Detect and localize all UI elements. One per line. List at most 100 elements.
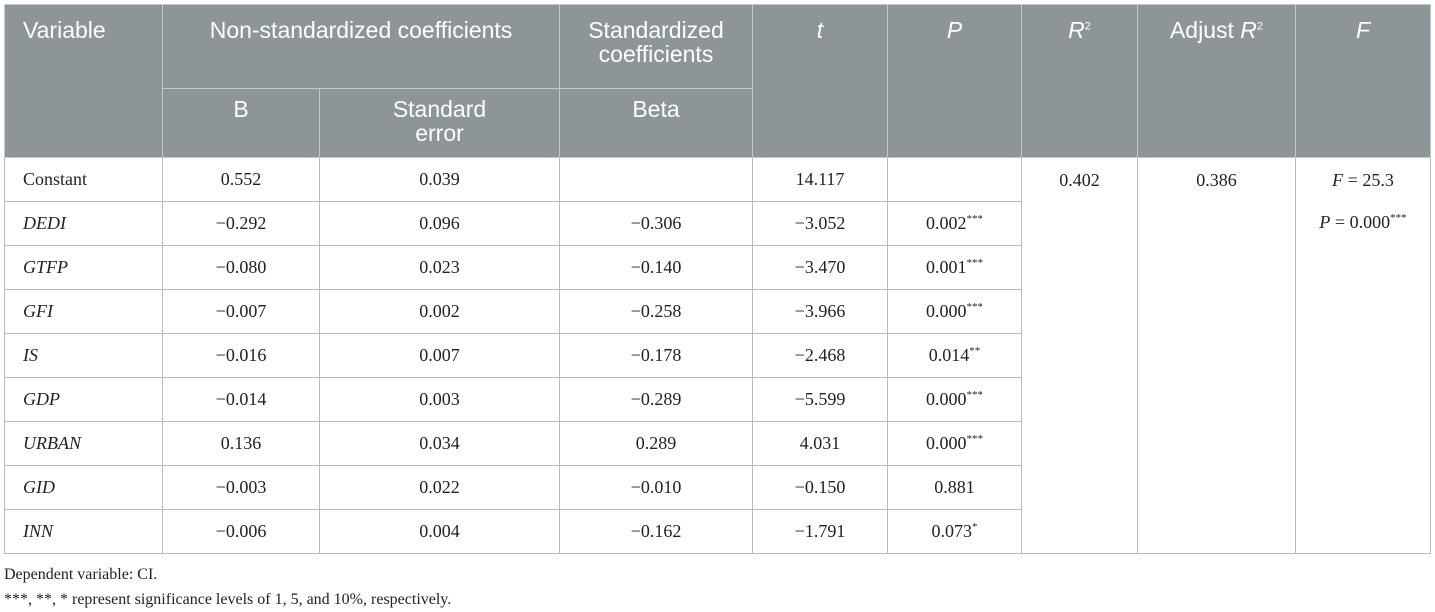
- cell-t: −3.966: [752, 289, 888, 334]
- p-significance: ***: [966, 389, 984, 401]
- table-row: GID −0.003 0.022 −0.010 −0.150 0.881: [4, 465, 1431, 510]
- header-p: P: [887, 4, 1022, 158]
- cell-f-statistic: F = 25.3 P = 0.000***: [1295, 157, 1431, 554]
- regression-results-table: Variable Non-standardized coefficients S…: [4, 4, 1431, 554]
- f-value: = 25.3: [1343, 170, 1394, 190]
- cell-variable: GDP: [4, 377, 163, 422]
- header-adjust-prefix: Adjust: [1169, 17, 1241, 43]
- cell-beta: −0.178: [559, 333, 753, 378]
- f-p-significance: ***: [1390, 212, 1407, 224]
- cell-beta: −0.010: [559, 465, 753, 510]
- table-row: GFI −0.007 0.002 −0.258 −3.966 0.000***: [4, 289, 1431, 334]
- cell-standard-error: 0.039: [319, 157, 560, 202]
- cell-t: −3.052: [752, 201, 888, 246]
- header-r2: R2: [1021, 4, 1138, 158]
- header-adjust-r-label: R: [1240, 17, 1257, 43]
- cell-p: 0.000***: [887, 289, 1022, 334]
- p-significance: **: [969, 345, 981, 357]
- f-p-value: = 0.000: [1330, 212, 1391, 232]
- table-row: DEDI −0.292 0.096 −0.306 −3.052 0.002***: [4, 201, 1431, 246]
- cell-p: 0.073*: [887, 509, 1022, 554]
- header-standard-error: Standard error: [319, 88, 560, 158]
- cell-adjust-r2: 0.386: [1137, 157, 1296, 554]
- cell-b: −0.014: [162, 377, 320, 422]
- p-significance: ***: [966, 301, 984, 313]
- cell-standard-error: 0.022: [319, 465, 560, 510]
- cell-beta: −0.162: [559, 509, 753, 554]
- cell-beta: −0.306: [559, 201, 753, 246]
- cell-r2: 0.402: [1021, 157, 1138, 554]
- cell-p: [887, 157, 1022, 202]
- cell-beta: 0.289: [559, 421, 753, 466]
- table-row: URBAN 0.136 0.034 0.289 4.031 0.000***: [4, 421, 1431, 466]
- cell-b: −0.007: [162, 289, 320, 334]
- header-adjust-r2-sup: 2: [1256, 20, 1264, 33]
- cell-beta: −0.258: [559, 289, 753, 334]
- note-dependent-variable: Dependent variable: CI.: [4, 566, 158, 583]
- f-value-line: F = 25.3: [1296, 170, 1430, 190]
- cell-variable: GID: [4, 465, 163, 510]
- cell-standard-error: 0.003: [319, 377, 560, 422]
- table-notes: Dependent variable: CI. ***, **, * repre…: [4, 562, 1430, 612]
- note-significance: ***, **, * represent significance levels…: [4, 591, 452, 608]
- cell-standard-error: 0.002: [319, 289, 560, 334]
- cell-p: 0.000***: [887, 421, 1022, 466]
- p-value: 0.000: [926, 301, 967, 321]
- table-row: INN −0.006 0.004 −0.162 −1.791 0.073*: [4, 509, 1431, 554]
- cell-b: 0.136: [162, 421, 320, 466]
- header-row-1: Variable Non-standardized coefficients S…: [4, 4, 1431, 158]
- table-body: Constant 0.552 0.039 14.117 0.402 0.386 F = 25…: [4, 157, 1431, 554]
- cell-standard-error: 0.096: [319, 201, 560, 246]
- header-r2-label: R: [1068, 17, 1085, 43]
- cell-b: −0.003: [162, 465, 320, 510]
- cell-beta: −0.140: [559, 245, 753, 290]
- header-t-label: t: [816, 17, 824, 43]
- cell-t: −5.599: [752, 377, 888, 422]
- f-p-line: P = 0.000***: [1296, 212, 1430, 232]
- p-value: 0.000: [926, 433, 967, 453]
- table-row: GDP −0.014 0.003 −0.289 −5.599 0.000***: [4, 377, 1431, 422]
- cell-variable: INN: [4, 509, 163, 554]
- header-row-2: B Standard error Beta: [5, 88, 1431, 158]
- cell-b: −0.016: [162, 333, 320, 378]
- cell-beta: −0.289: [559, 377, 753, 422]
- cell-b: 0.552: [162, 157, 320, 202]
- header-variable: Variable: [4, 4, 163, 158]
- header-non-standardized: Non-standardized coefficients: [162, 4, 560, 89]
- header-b: B: [162, 88, 320, 158]
- cell-p: 0.002***: [887, 201, 1022, 246]
- cell-standard-error: 0.007: [319, 333, 560, 378]
- cell-standard-error: 0.023: [319, 245, 560, 290]
- cell-p: 0.000***: [887, 377, 1022, 422]
- cell-variable: GFI: [4, 289, 163, 334]
- p-significance: ***: [966, 213, 984, 225]
- cell-standard-error: 0.034: [319, 421, 560, 466]
- f-label: F: [1332, 170, 1344, 190]
- cell-t: −1.791: [752, 509, 888, 554]
- cell-b: −0.080: [162, 245, 320, 290]
- cell-t: −0.150: [752, 465, 888, 510]
- header-p-label: P: [946, 17, 963, 43]
- cell-p: 0.014**: [887, 333, 1022, 378]
- cell-p: 0.001***: [887, 245, 1022, 290]
- table-row: Constant 0.552 0.039 14.117 0.402 0.386 F = 25…: [4, 157, 1431, 554]
- p-value: 0.881: [934, 477, 975, 497]
- p-value: 0.000: [926, 389, 967, 409]
- p-value: 0.073: [931, 521, 973, 541]
- cell-variable: IS: [4, 333, 163, 378]
- cell-t: −3.470: [752, 245, 888, 290]
- header-f-label: F: [1355, 17, 1371, 43]
- header-adjust-r2: Adjust R2: [1137, 4, 1296, 158]
- cell-t: −2.468: [752, 333, 888, 378]
- p-value: 0.001: [926, 257, 967, 277]
- header-standard-error-label: Standard error: [392, 96, 487, 146]
- cell-beta: [559, 157, 753, 202]
- cell-variable: GTFP: [4, 245, 163, 290]
- header-standardized: Standardized coefficients: [559, 4, 753, 89]
- header-f: F: [1295, 4, 1431, 158]
- cell-t: 4.031: [752, 421, 888, 466]
- regression-table-container: Variable Non-standardized coefficients S…: [4, 4, 1431, 612]
- cell-b: −0.006: [162, 509, 320, 554]
- header-r2-sup: 2: [1084, 20, 1091, 33]
- f-p-label: P: [1319, 212, 1331, 232]
